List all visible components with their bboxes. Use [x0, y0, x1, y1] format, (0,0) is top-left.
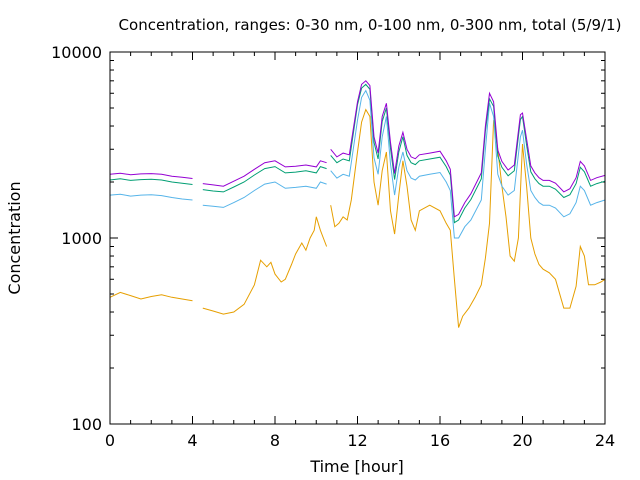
x-tick-label: 8	[270, 431, 280, 450]
series-line-4	[109, 80, 606, 218]
series-line-3	[109, 83, 606, 224]
y-tick-label: 10000	[51, 43, 102, 62]
axis-ticks	[109, 52, 606, 425]
x-tick-label: 24	[595, 431, 615, 450]
x-tick-label: 12	[347, 431, 367, 450]
y-axis-title: Concentration	[5, 181, 24, 294]
series-line-1	[109, 108, 606, 328]
data-series	[109, 80, 606, 328]
tick-labels: 0 4 8 12 16 20 24 100 1000 10000	[51, 43, 615, 450]
y-tick-label: 1000	[61, 229, 102, 248]
chart-title: Concentration, ranges: 0-30 nm, 0-100 nm…	[119, 16, 622, 34]
x-tick-label: 0	[105, 431, 115, 450]
x-tick-label: 16	[430, 431, 450, 450]
x-tick-label: 4	[187, 431, 197, 450]
x-tick-label: 20	[512, 431, 532, 450]
plot-frame	[109, 51, 606, 425]
y-tick-label: 100	[71, 415, 102, 434]
x-axis-title: Time [hour]	[309, 457, 403, 476]
series-line-2	[109, 89, 606, 239]
